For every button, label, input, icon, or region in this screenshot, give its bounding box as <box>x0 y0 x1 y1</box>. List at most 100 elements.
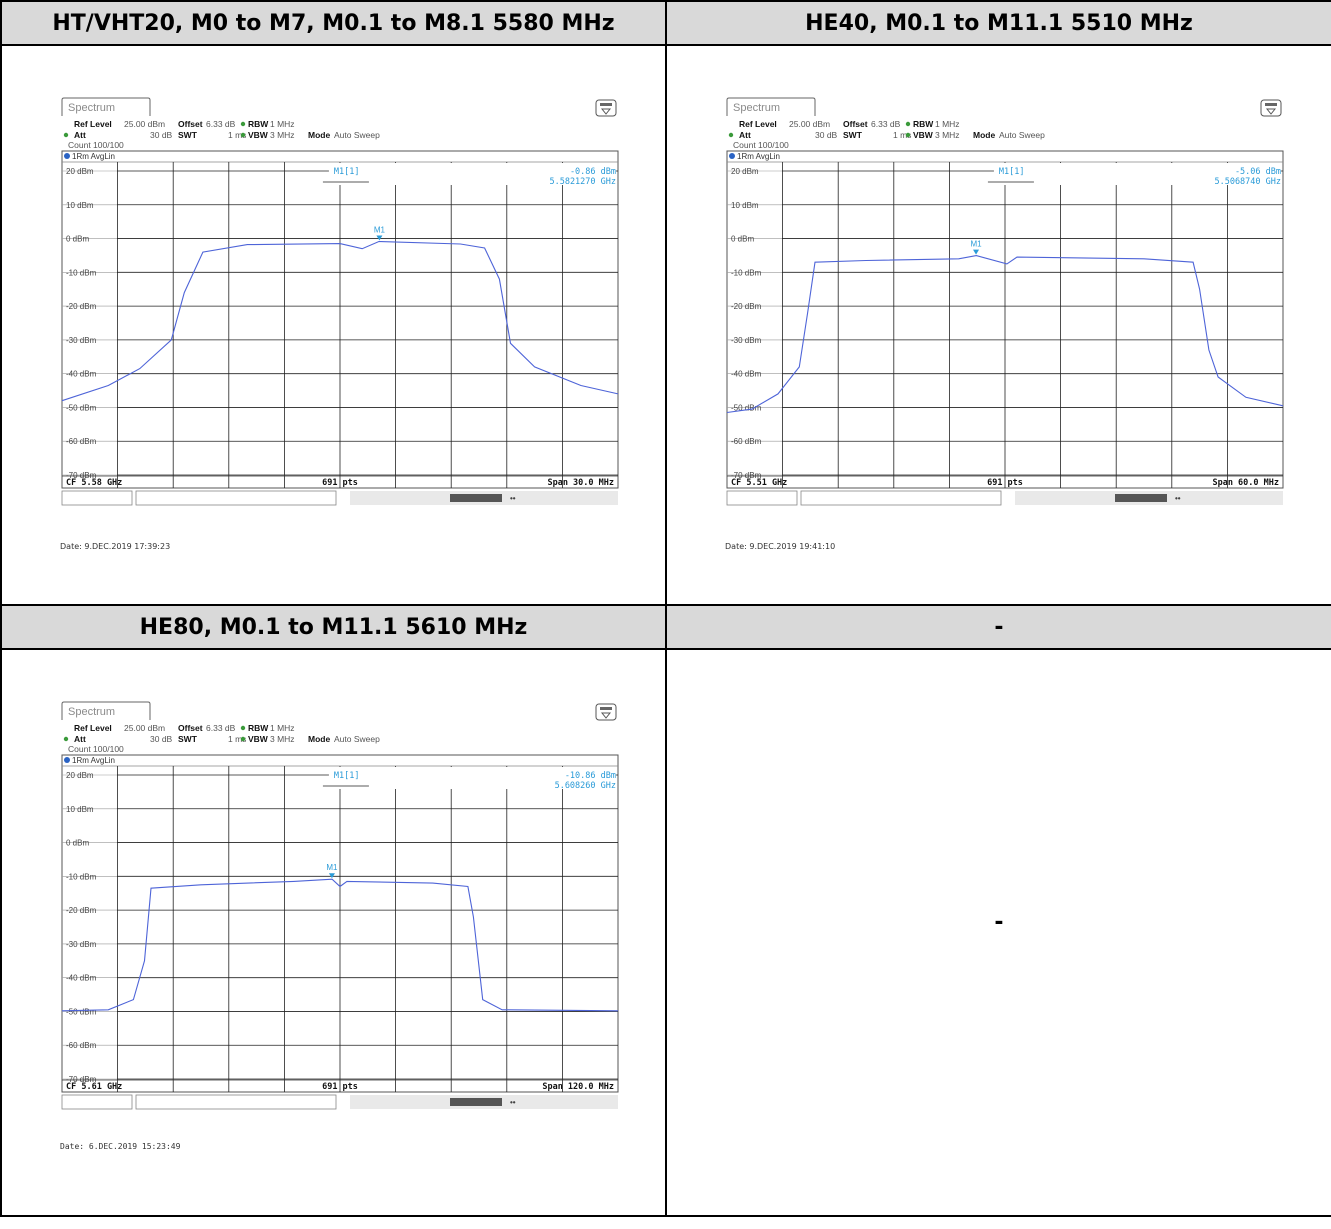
marker-m1-icon <box>376 235 383 241</box>
y-tick-label: 0 dBm <box>731 235 754 244</box>
rbw-indicator-icon <box>905 121 911 127</box>
rbw-value: 1 MHz <box>270 119 295 129</box>
mode-label: Mode <box>973 130 995 140</box>
marker-readout-name: M1[1] <box>999 167 1025 177</box>
y-tick-label: -30 dBm <box>66 940 97 949</box>
mode-label: Mode <box>308 734 330 744</box>
progress-icon <box>450 1098 502 1106</box>
cell-body-empty: - <box>665 648 1331 1217</box>
cell-header-empty: - <box>665 604 1331 650</box>
ref-level-label: Ref Level <box>74 723 112 733</box>
trace-indicator-icon <box>64 757 70 763</box>
y-tick-label: 10 dBm <box>731 201 759 210</box>
trace-label: 1Rm AvgLin <box>737 152 780 161</box>
att-indicator-icon <box>728 132 734 138</box>
ref-level-label: Ref Level <box>739 119 777 129</box>
y-tick-label: -70 dBm <box>66 1075 97 1084</box>
y-tick-label: -40 dBm <box>66 974 97 983</box>
center-frequency-label: CF 5.58 GHz <box>66 478 122 488</box>
marker-readout-bg <box>993 163 1281 185</box>
cell-body-he40: Spectrum Ref Level 25.00 dBm Offset 6.33 dB R… <box>665 44 1331 606</box>
att-value: 30 dB <box>815 130 838 140</box>
marker-m1-label: M1 <box>374 225 386 234</box>
status-box <box>726 490 798 506</box>
display-settings-icon <box>595 703 617 721</box>
offset-value: 6.33 dB <box>206 723 236 733</box>
rbw-label: RBW <box>913 119 934 129</box>
date-stamp: Date: 6.DEC.2019 15:23:49 <box>60 1142 181 1151</box>
vbw-indicator-icon <box>240 132 246 138</box>
y-tick-label: -20 dBm <box>66 302 97 311</box>
spectrum-tab <box>61 701 151 720</box>
vbw-indicator-icon <box>905 132 911 138</box>
y-tick-label: -40 dBm <box>66 370 97 379</box>
y-tick-label: -50 dBm <box>66 403 97 412</box>
y-tick-label: -30 dBm <box>66 336 97 345</box>
swt-value: 1 ms <box>893 130 911 140</box>
marker-readout-bg <box>328 767 616 789</box>
display-settings-icon <box>1260 99 1282 117</box>
swt-label: SWT <box>178 130 198 140</box>
span-label: Span 30.0 MHz <box>547 478 614 488</box>
offset-value: 6.33 dB <box>206 119 236 129</box>
ref-level-value: 25.00 dBm <box>789 119 830 129</box>
marker-readout-level: -10.86 dBm <box>565 771 616 781</box>
spectrum-screenshot: Spectrum Ref Level 25.00 dBm Offset 6.33 dB R… <box>725 96 1293 566</box>
points-label: 691 pts <box>322 1082 358 1092</box>
att-label: Att <box>74 734 86 744</box>
cell-header-he80: HE80, M0.1 to M11.1 5610 MHz <box>0 604 667 650</box>
y-tick-label: -10 dBm <box>66 268 97 277</box>
center-frequency-label: CF 5.51 GHz <box>731 478 787 488</box>
rbw-value: 1 MHz <box>935 119 960 129</box>
span-label: Span 120.0 MHz <box>542 1082 614 1092</box>
att-value: 30 dB <box>150 734 173 744</box>
marker-m1-icon <box>328 873 335 879</box>
spectrum-tab <box>726 97 816 116</box>
status-box <box>61 1094 133 1110</box>
y-tick-label: 10 dBm <box>66 201 94 210</box>
status-box <box>135 490 337 506</box>
trace-line <box>61 240 619 402</box>
spectrum-tab-label: Spectrum <box>68 706 115 718</box>
y-tick-label: -60 dBm <box>731 437 762 446</box>
y-tick-label: -30 dBm <box>731 336 762 345</box>
rbw-label: RBW <box>248 119 269 129</box>
y-tick-label: 20 dBm <box>66 771 94 780</box>
marker-readout-freq: 5.5821270 GHz <box>549 177 616 187</box>
y-tick-label: -10 dBm <box>731 268 762 277</box>
vbw-label: VBW <box>248 734 269 744</box>
display-settings-icon <box>595 99 617 117</box>
cell-body-he80: Spectrum Ref Level 25.00 dBm Offset 6.33 dB R… <box>0 648 667 1217</box>
count-value: Count 100/100 <box>68 140 124 150</box>
spectrum-tab-label: Spectrum <box>68 102 115 114</box>
mode-value: Auto Sweep <box>334 130 380 140</box>
spectrum-tab <box>61 97 151 116</box>
status-box <box>61 490 133 506</box>
offset-label: Offset <box>178 119 203 129</box>
y-tick-label: -50 dBm <box>66 1007 97 1016</box>
count-value: Count 100/100 <box>733 140 789 150</box>
mode-value: Auto Sweep <box>999 130 1045 140</box>
vbw-value: 3 MHz <box>270 734 295 744</box>
att-indicator-icon <box>63 736 69 742</box>
y-tick-label: -60 dBm <box>66 437 97 446</box>
y-tick-label: -70 dBm <box>731 471 762 480</box>
ref-level-value: 25.00 dBm <box>124 723 165 733</box>
trace-indicator-icon <box>729 153 735 159</box>
points-label: 691 pts <box>987 478 1023 488</box>
marker-readout-level: -5.06 dBm <box>1235 167 1281 177</box>
marker-m1-icon <box>973 249 980 255</box>
marker-m1-label: M1 <box>326 863 338 872</box>
vbw-label: VBW <box>248 130 269 140</box>
spectrum-screenshot: Spectrum Ref Level 25.00 dBm Offset 6.33 dB R… <box>60 96 628 566</box>
y-tick-label: 20 dBm <box>731 167 759 176</box>
att-label: Att <box>739 130 751 140</box>
empty-placeholder: - <box>994 910 1004 935</box>
mode-label: Mode <box>308 130 330 140</box>
ref-level-value: 25.00 dBm <box>124 119 165 129</box>
att-indicator-icon <box>63 132 69 138</box>
date-stamp: Date: 9.DEC.2019 17:39:23 <box>60 542 171 551</box>
y-tick-label: -10 dBm <box>66 872 97 881</box>
status-box <box>800 490 1002 506</box>
swt-label: SWT <box>843 130 863 140</box>
